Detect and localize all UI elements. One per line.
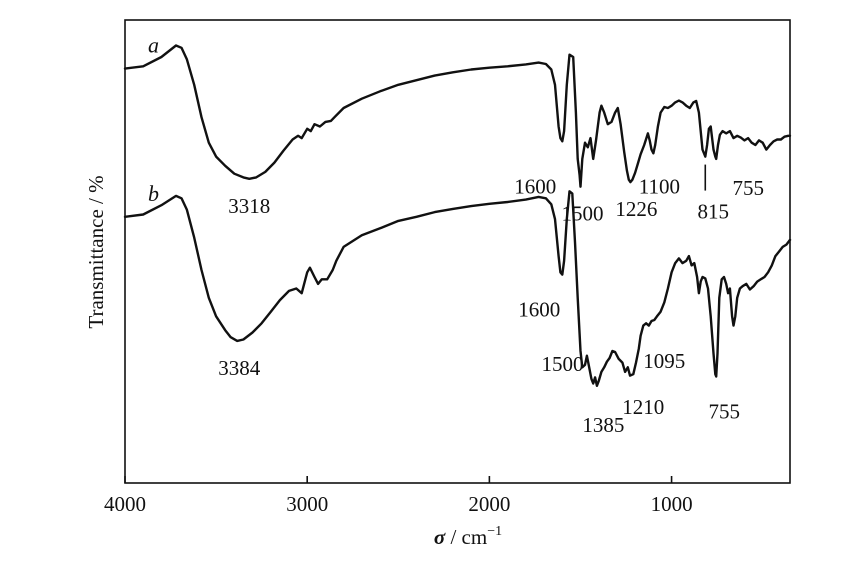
x-tick-label: 2000: [468, 492, 510, 516]
series-b-line: [123, 190, 792, 387]
peak-label-a-1600: 1600: [514, 174, 556, 198]
peak-label-b-1500: 1500: [542, 352, 584, 376]
x-axis-separator: /: [445, 525, 461, 549]
series-a-label: a: [148, 33, 159, 58]
x-ticks: 4000 3000 2000 1000: [104, 476, 693, 516]
x-tick-label: 1000: [651, 492, 693, 516]
peak-label-b-1095: 1095: [643, 349, 685, 373]
peak-label-a-755: 755: [732, 176, 764, 200]
x-axis-symbol: σ: [434, 525, 446, 549]
peak-label-a-1226: 1226: [615, 197, 657, 221]
x-axis-unit-exponent: −1: [487, 524, 502, 539]
y-axis-label: Transmittance / %: [84, 175, 108, 328]
peak-label-b-1600: 1600: [518, 298, 560, 322]
peak-label-b-1210: 1210: [622, 395, 664, 419]
peak-label-a-815: 815: [698, 200, 730, 224]
plot-frame: [124, 19, 791, 484]
series-layer: [123, 44, 792, 387]
peak-label-a-1100: 1100: [639, 174, 680, 198]
x-axis-unit: cm: [462, 525, 488, 549]
x-tick-label: 4000: [104, 492, 146, 516]
x-axis-label: σ / cm−1: [434, 524, 502, 549]
series-b-label: b: [148, 181, 159, 206]
series-a-line: [123, 44, 792, 188]
peak-label-b-755: 755: [708, 400, 740, 424]
peak-label-a-1500: 1500: [562, 202, 604, 226]
peak-label-a-3318: 3318: [228, 194, 270, 218]
peak-label-b-1385: 1385: [582, 413, 624, 437]
peak-label-b-3384: 3384: [218, 356, 261, 380]
x-tick-label: 3000: [286, 492, 328, 516]
